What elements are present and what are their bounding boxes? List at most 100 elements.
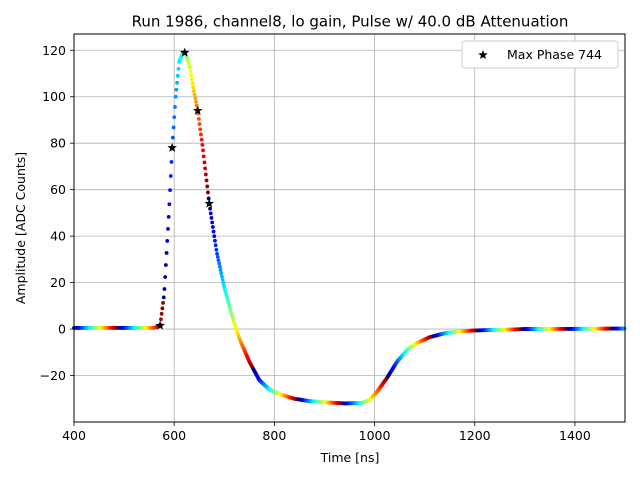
waveform-point	[217, 261, 222, 266]
waveform-point	[188, 69, 193, 74]
waveform-point	[217, 264, 222, 269]
y-tick-label: 120	[42, 43, 66, 58]
x-tick-label: 1000	[359, 428, 391, 443]
waveform-point	[210, 225, 215, 229]
waveform-point	[160, 306, 165, 311]
waveform-point	[176, 66, 181, 71]
waveform-point	[213, 238, 217, 243]
waveform-point	[189, 73, 194, 78]
waveform-point	[209, 216, 214, 220]
y-tick-label: 0	[58, 322, 66, 337]
waveform-point	[165, 239, 170, 243]
x-tick-label: 800	[262, 428, 286, 443]
max-phase-star	[192, 105, 203, 115]
x-tick-label: 600	[162, 428, 186, 443]
waveform-point	[167, 202, 172, 207]
waveform-point	[161, 300, 165, 305]
grid-lines	[73, 34, 625, 422]
max-phase-markers	[155, 47, 214, 330]
waveform-point	[170, 135, 175, 140]
waveform-point	[199, 132, 203, 137]
waveform-point	[220, 277, 225, 282]
waveform-point	[173, 105, 177, 109]
waveform-point	[193, 96, 198, 101]
y-tick-label: 60	[50, 182, 66, 197]
chart-title: Run 1986, channel8, lo gain, Pulse w/ 40…	[132, 13, 569, 31]
x-tick-label: 1400	[559, 428, 591, 443]
waveform-point	[201, 148, 205, 153]
waveform-point	[164, 251, 169, 255]
x-tick-label: 1200	[459, 428, 491, 443]
waveform-point	[205, 184, 210, 189]
waveform-point	[206, 190, 210, 195]
y-tick-label: 40	[50, 229, 66, 244]
legend-label: Max Phase 744	[507, 47, 602, 62]
max-phase-star	[155, 320, 165, 330]
waveform-point	[215, 251, 219, 256]
waveform-point	[216, 258, 221, 263]
waveform-point	[171, 125, 176, 130]
waveform-point	[202, 160, 207, 165]
y-axis-ticks: −20 0 20 40 60 80 100 120	[40, 43, 74, 383]
waveform-point	[220, 274, 224, 279]
x-axis-label: Time [ns]	[320, 450, 380, 465]
waveform-point	[163, 263, 168, 267]
waveform-point	[221, 281, 226, 285]
waveform-point	[175, 80, 179, 85]
waveform-point	[172, 115, 177, 120]
waveform-point	[204, 178, 209, 183]
max-phase-star	[167, 142, 177, 152]
waveform-point	[166, 226, 170, 231]
waveform-point	[187, 61, 191, 66]
y-tick-label: 100	[42, 89, 66, 104]
waveform-point	[197, 122, 202, 126]
waveform-point	[212, 234, 217, 239]
waveform-point	[174, 87, 179, 92]
waveform-point	[208, 206, 212, 211]
waveform-point	[210, 220, 215, 225]
waveform-point	[191, 85, 196, 90]
waveform-point	[168, 188, 172, 193]
waveform-point	[192, 89, 196, 93]
max-phase-star	[204, 198, 214, 208]
waveform-point	[211, 229, 216, 234]
waveform-point	[175, 73, 180, 78]
waveform-point	[159, 317, 163, 322]
waveform-point	[192, 92, 197, 97]
waveform-samples	[72, 50, 627, 406]
waveform-point	[203, 166, 208, 171]
y-axis-label: Amplitude [ADC Counts]	[13, 152, 28, 304]
waveform-point	[215, 255, 220, 259]
waveform-point	[206, 196, 211, 201]
waveform-point	[218, 268, 223, 272]
legend: Max Phase 744	[461, 40, 619, 69]
waveform-point	[161, 295, 166, 300]
legend-star-icon	[478, 50, 488, 60]
y-tick-label: 20	[50, 275, 66, 290]
waveform-point	[159, 311, 164, 316]
waveform-point	[213, 243, 218, 248]
waveform-point	[203, 172, 208, 177]
waveform-point	[208, 211, 213, 216]
waveform-point	[169, 160, 174, 164]
waveform-point	[201, 154, 206, 159]
waveform-point	[162, 287, 167, 291]
y-tick-label: −20	[40, 368, 66, 383]
waveform-point	[187, 65, 192, 70]
waveform-point	[190, 81, 195, 86]
plot-frame	[73, 33, 626, 423]
waveform-point	[198, 127, 203, 132]
max-phase-star	[179, 47, 190, 57]
x-axis-ticks: 400 600 800 1000 1200 1400	[62, 422, 591, 443]
waveform-point	[173, 94, 178, 99]
waveform-point	[214, 247, 219, 252]
waveform-point	[199, 137, 204, 142]
waveform-point	[219, 271, 224, 276]
waveform-point	[194, 99, 198, 104]
waveform-point	[200, 142, 205, 147]
waveform-point	[168, 174, 173, 178]
waveform-point	[196, 116, 201, 121]
x-tick-label: 400	[62, 428, 86, 443]
waveform-point	[189, 77, 194, 82]
